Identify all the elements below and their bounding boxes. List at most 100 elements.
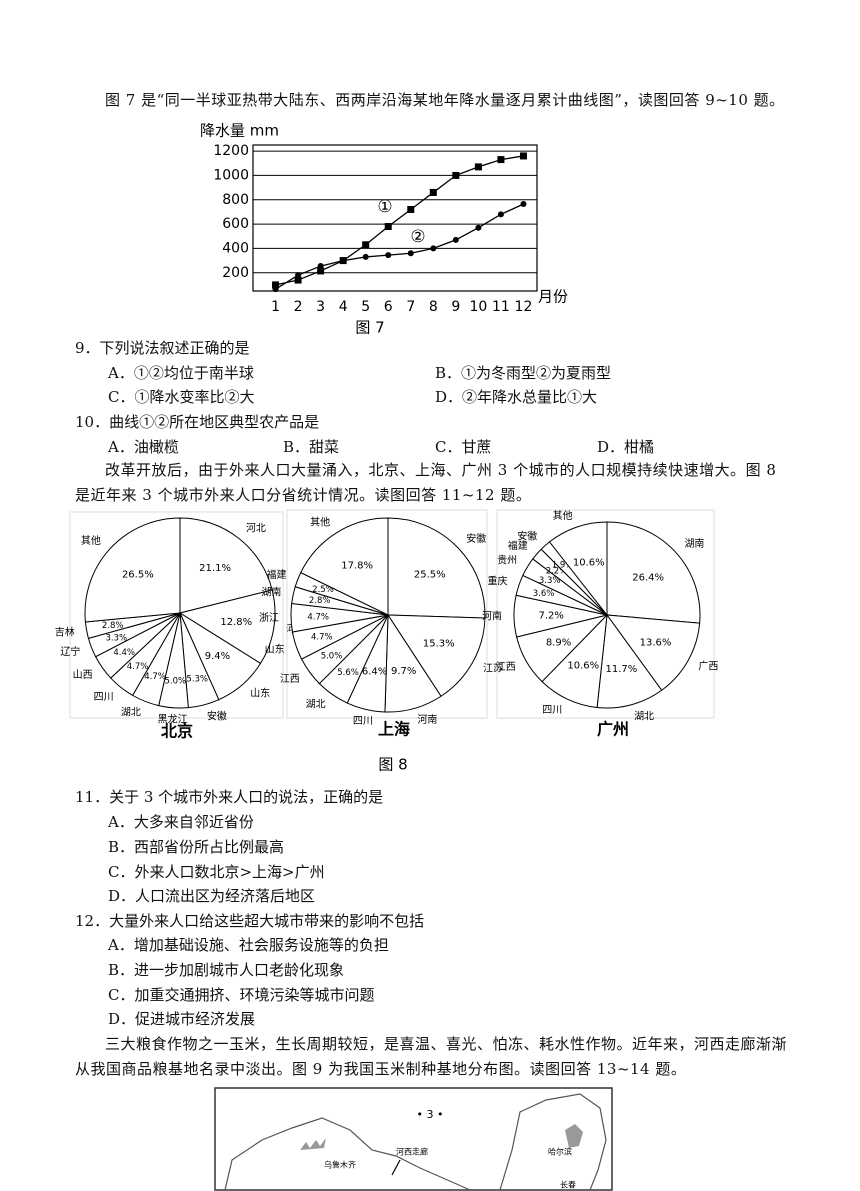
option: C．外来人口数北京>上海>广州 bbox=[108, 863, 325, 881]
slice-value-label: 10.6% bbox=[567, 660, 599, 671]
option: C．甘蔗 bbox=[435, 438, 492, 456]
map-arrow bbox=[391, 1159, 401, 1176]
slice-value-label: 4.7% bbox=[307, 612, 329, 622]
option: A．①②均位于南半球 bbox=[108, 364, 254, 382]
pie-slice bbox=[387, 614, 486, 697]
map-outline bbox=[224, 1117, 471, 1191]
point bbox=[429, 188, 437, 196]
slice-value-label: 5.3% bbox=[186, 675, 208, 685]
point bbox=[407, 250, 414, 257]
series-line bbox=[275, 155, 524, 286]
slice-value-label: 5.0% bbox=[164, 677, 186, 687]
option: B．西部省份所占比例最高 bbox=[108, 838, 285, 856]
slice-value-label: 4.7% bbox=[311, 633, 333, 643]
slice-value-label: 4.4% bbox=[113, 648, 135, 658]
slice-category-label: 吉林 bbox=[55, 625, 75, 638]
point bbox=[317, 263, 324, 270]
map-shade bbox=[300, 1138, 326, 1150]
slice-category-label: 其他 bbox=[310, 516, 330, 529]
slice-category-label: 湖南 bbox=[261, 586, 281, 599]
slice-category-label: 山东 bbox=[265, 643, 285, 656]
x-tick-label: 10 bbox=[469, 299, 487, 315]
slice-category-label: 山东 bbox=[250, 687, 270, 700]
point bbox=[385, 252, 392, 259]
pie-slice bbox=[179, 517, 273, 614]
slice-value-label: 6.4% bbox=[362, 667, 387, 678]
slice-value-label: 1.9% bbox=[552, 560, 574, 570]
pie-slice bbox=[84, 517, 181, 623]
x-tick-label: 7 bbox=[406, 299, 415, 315]
slice-category-label: 湖北 bbox=[306, 698, 326, 710]
slice-value-label: 2.2% bbox=[546, 567, 568, 577]
slice-value-label: 10.6% bbox=[573, 557, 605, 568]
question-stem: 9．下列说法叙述正确的是 bbox=[75, 339, 250, 357]
point bbox=[474, 163, 482, 171]
slice-category-label: 河南 bbox=[417, 713, 437, 726]
option: C．①降水变率比②大 bbox=[108, 388, 255, 406]
paragraph: 三大粮食作物之一玉米，生长周期较短，是喜温、喜光、怕冻、耗水性作物。近年来，河西… bbox=[75, 1035, 788, 1078]
pie-slice bbox=[387, 517, 486, 619]
slice-category-label: 江苏 bbox=[483, 661, 503, 674]
x-tick-label: 11 bbox=[492, 299, 510, 315]
pie-slice bbox=[596, 613, 663, 709]
point bbox=[384, 223, 392, 231]
pie-title: 上海 bbox=[378, 720, 410, 739]
point bbox=[497, 211, 504, 218]
pie-title: 北京 bbox=[161, 722, 193, 741]
slice-value-label: 26.4% bbox=[632, 572, 664, 583]
question-stem: 11．关于 3 个城市外来人口的说法，正确的是 bbox=[75, 788, 384, 806]
point bbox=[475, 224, 482, 231]
slice-category-label: 湖南 bbox=[684, 537, 704, 550]
slice-value-label: 15.3% bbox=[423, 639, 455, 650]
slice-value-label: 25.5% bbox=[414, 569, 446, 580]
point bbox=[362, 253, 369, 260]
option: D．柑橘 bbox=[597, 438, 655, 456]
slice-value-label: 9.7% bbox=[391, 666, 416, 677]
slice-category-label: 河南 bbox=[482, 609, 502, 622]
pie-slice bbox=[178, 589, 276, 665]
option: D．人口流出区为经济落后地区 bbox=[108, 887, 316, 905]
option: B．①为冬雨型②为夏雨型 bbox=[435, 364, 612, 382]
slice-value-label: 26.5% bbox=[122, 570, 154, 581]
point bbox=[272, 286, 279, 293]
pie-slice bbox=[548, 521, 608, 617]
x-tick-label: 6 bbox=[384, 299, 393, 315]
slice-value-label: 17.8% bbox=[341, 561, 373, 572]
pie-frame bbox=[496, 509, 715, 719]
point bbox=[497, 156, 505, 164]
page-number: • 3 • bbox=[417, 1108, 444, 1121]
slice-category-label: 浙江 bbox=[259, 612, 279, 624]
slice-category-label: 江西 bbox=[280, 673, 300, 685]
slice-value-label: 4.7% bbox=[144, 672, 166, 682]
slice-value-label: 3.3% bbox=[106, 633, 128, 643]
point bbox=[452, 236, 459, 243]
slice-value-label: 5.0% bbox=[321, 652, 343, 662]
slice-value-label: 21.1% bbox=[199, 563, 231, 574]
y-tick-label: 400 bbox=[222, 240, 249, 256]
option: D．促进城市经济发展 bbox=[108, 1010, 256, 1028]
series-label: ② bbox=[410, 227, 425, 247]
question-stem: 12．大量外来人口给这些超大城市带来的影响不包括 bbox=[75, 912, 425, 930]
point bbox=[340, 257, 347, 264]
y-tick-label: 200 bbox=[222, 265, 249, 281]
slice-value-label: 9.4% bbox=[205, 651, 230, 662]
slice-category-label: 黑龙江 bbox=[158, 713, 188, 726]
x-axis-label: 月份 bbox=[538, 288, 568, 306]
map-label: 长春 bbox=[560, 1180, 576, 1190]
slice-category-label: 安徽 bbox=[517, 529, 537, 542]
x-tick-label: 4 bbox=[339, 299, 348, 315]
x-tick-label: 1 bbox=[271, 299, 280, 315]
x-tick-label: 5 bbox=[361, 299, 370, 315]
option: D．②年降水总量比①大 bbox=[435, 388, 598, 406]
slice-value-label: 2.5% bbox=[312, 585, 334, 595]
pie-slice bbox=[605, 614, 701, 691]
slice-category-label: 重庆 bbox=[488, 574, 508, 587]
slice-value-label: 8.9% bbox=[546, 638, 571, 649]
pie-slice bbox=[300, 517, 389, 616]
pie-frame bbox=[69, 511, 284, 719]
slice-category-label: 其他 bbox=[553, 509, 573, 522]
caption: 图 8 bbox=[378, 756, 407, 774]
map-shade bbox=[565, 1124, 583, 1148]
x-tick-label: 3 bbox=[316, 299, 325, 315]
